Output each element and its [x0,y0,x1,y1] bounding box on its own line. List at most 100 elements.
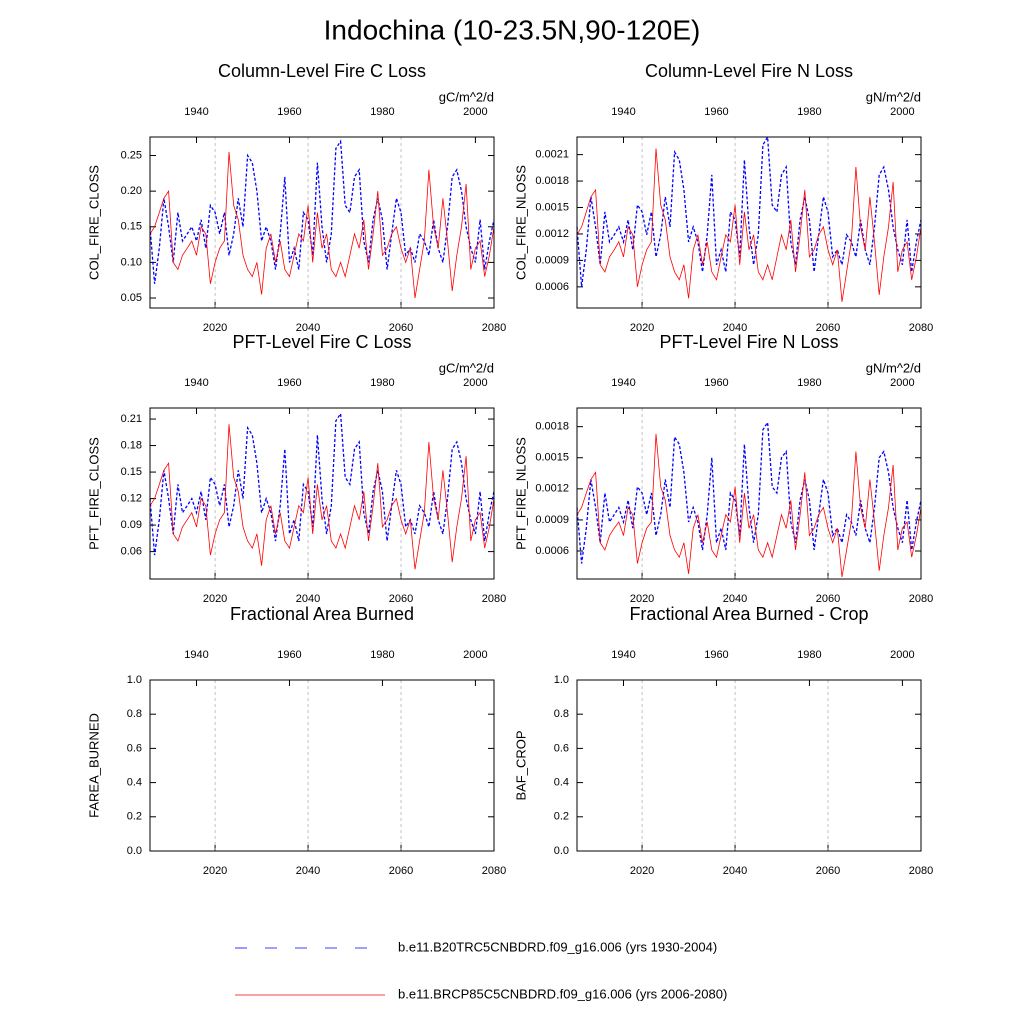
y-tick-label: 0.0015 [535,201,569,213]
x-tick-label: 2040 [723,593,747,605]
x2-tick-label: 1940 [611,377,635,389]
x-tick-label: 2080 [482,322,506,334]
y-tick-label: 0.0 [127,845,142,857]
x2-tick-label: 1960 [704,377,728,389]
y-tick-label: 0.09 [121,519,142,531]
y-tick-label: 0.6 [554,742,569,754]
units-label: gN/m^2/d [866,89,921,104]
x2-tick-label: 1960 [704,106,728,118]
x-tick-label: 2040 [723,865,747,877]
y-tick-label: 0.0 [554,845,569,857]
y-tick-label: 0.0015 [535,452,569,464]
y-tick-label: 0.4 [554,777,569,789]
y-tick-label: 0.21 [121,413,142,425]
panel-title: Fractional Area Burned - Crop [629,604,868,624]
y-tick-label: 0.15 [121,221,142,233]
legend-label: b.e11.BRCP85C5CNBDRD.f09_g16.006 (yrs 20… [398,986,727,1001]
y-tick-label: 0.05 [121,292,142,304]
y-tick-label: 0.0006 [535,281,569,293]
x2-tick-label: 2000 [463,106,487,118]
x2-tick-label: 2000 [890,377,914,389]
y-axis-label: BAF_CROP [513,730,528,800]
y-tick-label: 0.2 [127,811,142,823]
x2-tick-label: 1940 [611,649,635,661]
plot-frame [149,679,495,852]
x-tick-label: 2080 [482,593,506,605]
x-tick-label: 2080 [482,865,506,877]
x2-tick-label: 2000 [890,106,914,118]
x-tick-label: 2080 [909,322,933,334]
x-tick-label: 2020 [203,322,227,334]
x-tick-label: 2040 [296,865,320,877]
y-axis-label: COL_FIRE_CLOSS [86,165,101,280]
x-tick-label: 2020 [630,865,654,877]
x2-tick-label: 1940 [611,106,635,118]
y-tick-label: 0.15 [121,466,142,478]
x2-tick-label: 1980 [370,377,394,389]
series-line [149,139,495,284]
y-tick-label: 0.0009 [535,514,569,526]
y-tick-label: 0.6 [127,742,142,754]
series-line [149,411,495,556]
plot-frame [149,407,495,580]
series-line [576,420,922,564]
x2-tick-label: 1960 [277,377,301,389]
x2-tick-label: 1980 [797,377,821,389]
x2-tick-label: 2000 [890,649,914,661]
y-tick-label: 1.0 [554,674,569,686]
y-axis-label: FAREA_BURNED [86,713,101,818]
figure-title: Indochina (10-23.5N,90-120E) [324,14,701,45]
x2-tick-label: 1980 [797,106,821,118]
y-tick-label: 0.0018 [535,175,569,187]
x-tick-label: 2020 [630,322,654,334]
y-tick-label: 0.8 [127,708,142,720]
y-axis-label: PFT_FIRE_NLOSS [513,437,528,550]
x-tick-label: 2060 [816,593,840,605]
x2-tick-label: 1940 [184,649,208,661]
panel-title: Fractional Area Burned [230,604,414,624]
x2-tick-label: 1960 [704,649,728,661]
y-tick-label: 1.0 [127,674,142,686]
plot-frame [576,679,922,852]
y-axis-label: PFT_FIRE_CLOSS [86,437,101,550]
x-tick-label: 2080 [909,865,933,877]
x-tick-label: 2040 [296,593,320,605]
series-line [149,151,495,299]
y-tick-label: 0.2 [554,811,569,823]
x2-tick-label: 1960 [277,106,301,118]
series-line [149,424,495,570]
y-tick-label: 0.06 [121,546,142,558]
x-tick-label: 2040 [723,322,747,334]
units-label: gC/m^2/d [439,360,494,375]
x-tick-label: 2020 [203,593,227,605]
series-line [576,148,922,302]
x-tick-label: 2080 [909,593,933,605]
y-tick-label: 0.18 [121,439,142,451]
x-tick-label: 2060 [389,322,413,334]
x2-tick-label: 1960 [277,649,301,661]
units-label: gC/m^2/d [439,89,494,104]
y-tick-label: 0.0006 [535,545,569,557]
y-tick-label: 0.0012 [535,483,569,495]
legend-label: b.e11.B20TRC5CNBDRD.f09_g16.006 (yrs 193… [398,939,717,954]
x2-tick-label: 1940 [184,377,208,389]
x-tick-label: 2060 [816,322,840,334]
y-tick-label: 0.0009 [535,254,569,266]
x-tick-label: 2060 [389,865,413,877]
panel-title: PFT-Level Fire C Loss [232,332,411,352]
y-tick-label: 0.20 [121,185,142,197]
series-line [576,433,922,577]
y-tick-label: 0.25 [121,149,142,161]
x2-tick-label: 1980 [370,649,394,661]
x2-tick-label: 1980 [370,106,394,118]
x2-tick-label: 2000 [463,649,487,661]
x2-tick-label: 1980 [797,649,821,661]
y-tick-label: 0.4 [127,777,142,789]
panel-title: Column-Level Fire C Loss [218,61,426,81]
panel-title: Column-Level Fire N Loss [645,61,853,81]
x-tick-label: 2020 [203,865,227,877]
units-label: gN/m^2/d [866,360,921,375]
x-tick-label: 2060 [389,593,413,605]
y-axis-label: COL_FIRE_NLOSS [513,165,528,280]
